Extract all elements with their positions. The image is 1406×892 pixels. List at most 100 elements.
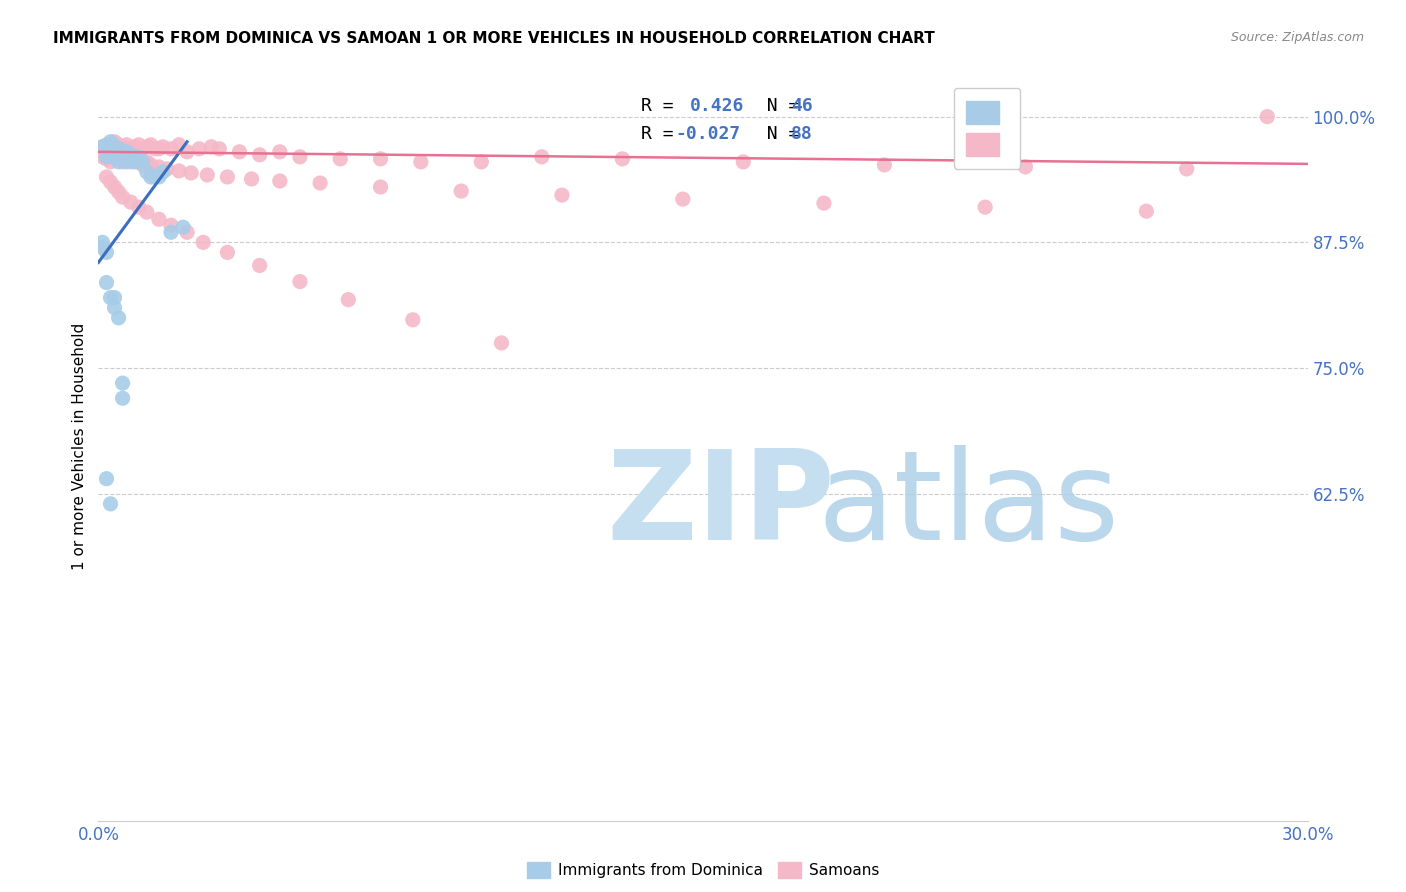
Point [139,158,162,172]
Point [107,150,129,164]
Point [100,291,122,305]
Point [103,150,125,164]
Point [309,176,332,190]
Point [329,152,352,166]
Point [107,310,129,325]
Point [135,165,157,179]
Point [208,142,231,156]
Point [91,150,114,164]
Point [217,245,239,260]
Point [100,135,122,149]
Point [139,169,162,184]
Point [111,152,134,166]
Point [873,158,896,172]
Point [100,150,122,164]
Point [450,184,472,198]
Point [100,497,122,511]
Point [337,293,360,307]
Point [111,140,134,154]
Point [120,150,142,164]
Text: N =: N = [745,97,811,115]
Text: 46: 46 [792,97,813,115]
Point [139,137,162,152]
Text: atlas: atlas [818,445,1121,566]
Point [103,301,125,315]
Point [1256,110,1278,124]
Point [107,185,129,199]
Point [132,158,155,172]
Point [167,137,190,152]
Point [111,391,134,405]
Point [107,142,129,156]
Point [733,154,755,169]
Point [172,220,194,235]
Point [120,154,142,169]
Point [195,168,218,182]
Point [96,152,118,166]
Point [491,335,513,350]
Point [143,142,166,156]
Point [180,166,202,180]
Point [100,175,122,189]
Point [135,140,157,154]
Point [103,135,125,149]
Text: 88: 88 [792,125,813,143]
Point [152,140,174,154]
Point [128,200,150,214]
Point [96,140,118,154]
Point [269,174,291,188]
Point [103,145,125,159]
Point [96,150,118,164]
Point [96,137,118,152]
Point [813,196,835,211]
Point [120,142,142,156]
Point [217,169,239,184]
Point [160,225,183,239]
Legend: Immigrants from Dominica, Samoans: Immigrants from Dominica, Samoans [522,856,884,884]
Point [143,169,166,184]
Point [551,188,574,202]
Point [128,154,150,169]
Point [148,169,170,184]
Point [111,145,134,159]
Point [111,150,134,164]
Point [91,235,114,250]
Point [240,172,263,186]
Point [167,164,190,178]
Text: 0.426: 0.426 [690,97,744,115]
Point [115,150,138,164]
Text: IMMIGRANTS FROM DOMINICA VS SAMOAN 1 OR MORE VEHICLES IN HOUSEHOLD CORRELATION C: IMMIGRANTS FROM DOMINICA VS SAMOAN 1 OR … [53,31,935,46]
Text: Source: ZipAtlas.com: Source: ZipAtlas.com [1230,31,1364,45]
Point [100,145,122,159]
Point [530,150,553,164]
Point [135,205,157,219]
Point [96,245,118,260]
Point [124,154,146,169]
Point [107,137,129,152]
Text: -0.027: -0.027 [675,125,741,143]
Point [228,145,250,159]
Point [176,225,198,239]
Point [470,154,492,169]
Point [612,152,634,166]
Point [132,142,155,156]
Point [124,140,146,154]
Point [176,145,198,159]
Point [111,154,134,169]
Point [152,165,174,179]
Point [132,154,155,169]
Point [160,219,183,233]
Point [120,152,142,166]
Point [402,312,425,326]
Point [135,154,157,169]
Point [672,192,695,206]
Point [128,154,150,169]
Point [96,472,118,486]
Point [91,140,114,154]
Point [200,140,222,154]
Point [974,200,997,214]
Legend: , : , [953,88,1021,169]
Point [100,154,122,169]
Point [128,150,150,164]
Point [249,259,271,273]
